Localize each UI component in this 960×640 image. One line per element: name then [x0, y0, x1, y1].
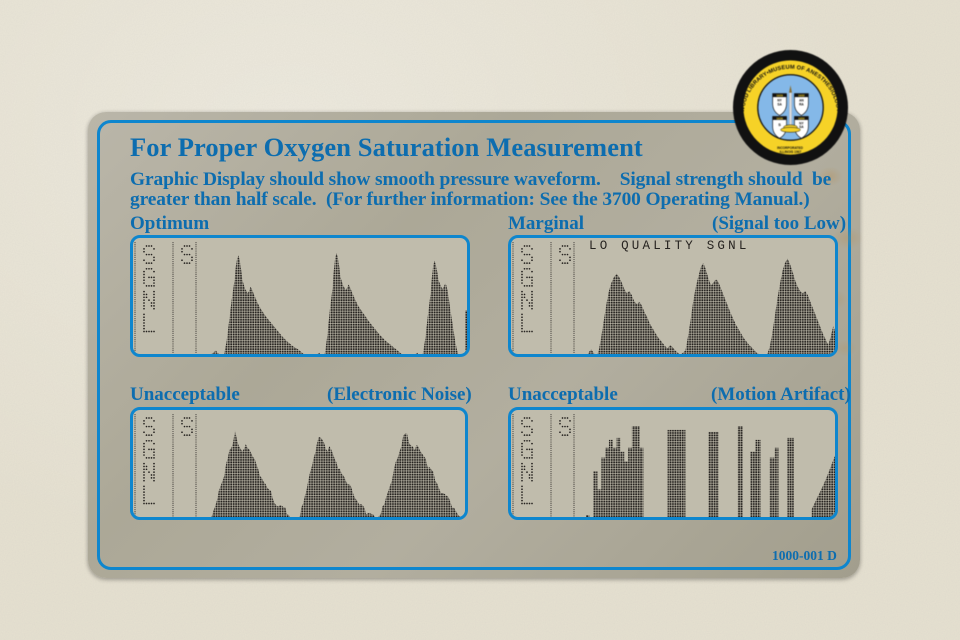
svg-text:1929: 1929: [776, 94, 783, 98]
svg-text:1950: 1950: [798, 116, 805, 120]
svg-text:SA: SA: [799, 125, 804, 129]
svg-text:LO QUALITY SGNL: LO QUALITY SGNL: [589, 239, 750, 253]
svg-text:AN: AN: [799, 99, 804, 103]
svg-text:1936: 1936: [776, 116, 783, 120]
svg-text:S: S: [778, 122, 781, 127]
svg-text:INCORPORATED ILLINOIS 1967: INCORPORATED ILLINOIS 1967: [777, 146, 804, 154]
svg-text:RA: RA: [799, 103, 804, 107]
svg-text:SA: SA: [777, 103, 782, 107]
svg-text:1932: 1932: [798, 94, 805, 98]
